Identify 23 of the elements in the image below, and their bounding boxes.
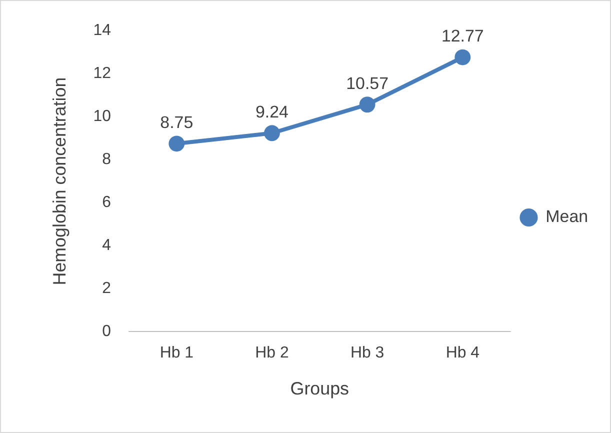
y-tick-label: 6 [102, 194, 112, 212]
x-tick-label: Hb 1 [160, 344, 194, 362]
x-tick-label: Hb 3 [350, 344, 384, 362]
y-tick-label: 8 [102, 151, 112, 168]
data-label: 12.77 [441, 26, 484, 46]
y-tick-label: 2 [102, 280, 112, 298]
point [168, 136, 185, 152]
y-tick-label: 10 [93, 108, 112, 126]
y-tick-label: 14 [93, 22, 112, 40]
x-tick-label: Hb 4 [446, 344, 480, 362]
data-label: 8.75 [160, 112, 194, 132]
data-label: 9.24 [255, 102, 288, 122]
point [264, 125, 280, 142]
y-axis-title: Hemoglobin concentration [50, 77, 70, 286]
data-label: 10.57 [346, 74, 388, 93]
point [454, 49, 471, 66]
x-tick-label: Hb 2 [255, 344, 289, 362]
legend-label: Mean [546, 207, 588, 226]
point [359, 96, 376, 113]
y-tick-label: 0 [102, 323, 112, 340]
y-tick-label: 4 [102, 237, 112, 254]
y-tick-label: 12 [93, 65, 112, 82]
x-axis-title: Groups [290, 378, 350, 398]
